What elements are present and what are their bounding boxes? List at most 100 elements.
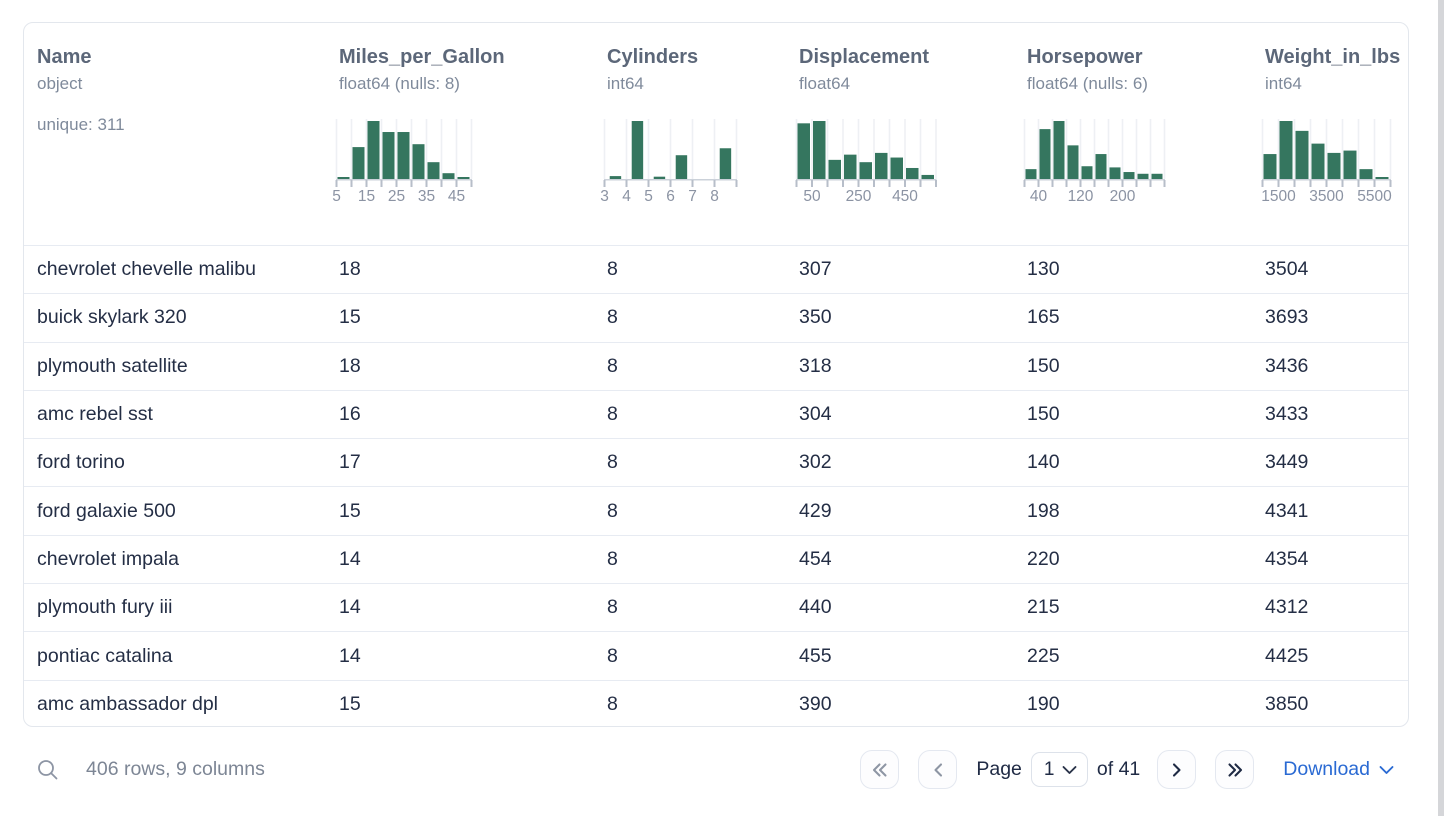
table-row: buick skylark 320 15 8 350 165 3693 bbox=[24, 293, 1408, 341]
first-page-button[interactable] bbox=[860, 750, 900, 789]
table-cell-mpg: 14 bbox=[339, 644, 361, 667]
table-cell-name: chevrolet impala bbox=[37, 547, 179, 570]
table-cell-weight: 4341 bbox=[1265, 499, 1309, 522]
prev-page-button[interactable] bbox=[918, 750, 958, 789]
table-cell-horsepower: 225 bbox=[1027, 644, 1060, 667]
page-select-value: 1 bbox=[1043, 758, 1055, 780]
histogram-axis-label: 1500 bbox=[1261, 188, 1296, 205]
histogram-axis-label: 4 bbox=[622, 188, 631, 205]
table-cell-horsepower: 140 bbox=[1027, 451, 1060, 474]
table-cell-displacement: 318 bbox=[799, 354, 832, 377]
table-cell-weight: 3433 bbox=[1265, 403, 1309, 426]
row-count-status: 406 rows, 9 columns bbox=[86, 758, 265, 780]
histogram-axis-label: 7 bbox=[688, 188, 697, 205]
chevron-left-icon bbox=[934, 762, 942, 777]
table-cell-displacement: 304 bbox=[799, 403, 832, 426]
table-cell-mpg: 16 bbox=[339, 403, 361, 426]
next-page-button[interactable] bbox=[1157, 750, 1197, 789]
column-header-horsepower: Horsepower float64 (nulls: 6) 40 120 200 bbox=[1014, 23, 1252, 245]
column-type: object bbox=[37, 74, 83, 93]
column-header-name: Name object unique: 311 bbox=[24, 23, 326, 245]
chevron-down-icon bbox=[1379, 765, 1394, 774]
column-name[interactable]: Name bbox=[37, 46, 92, 68]
column-name[interactable]: Horsepower bbox=[1027, 46, 1143, 68]
table-cell-name: chevrolet chevelle malibu bbox=[37, 258, 256, 281]
table-row: chevrolet chevelle malibu 18 8 307 130 3504 bbox=[24, 245, 1408, 293]
page-total-label: of 41 bbox=[1096, 758, 1141, 780]
table-cell-name: amc rebel sst bbox=[37, 403, 153, 426]
chevron-right-icon bbox=[1172, 762, 1181, 777]
table-cell-weight: 4425 bbox=[1265, 644, 1309, 667]
table-cell-horsepower: 215 bbox=[1027, 596, 1060, 619]
histogram-axis-label: 5 bbox=[332, 188, 341, 205]
column-histogram[interactable]: 5 15 25 35 45 bbox=[332, 119, 477, 205]
column-name[interactable]: Weight_in_lbs bbox=[1265, 46, 1401, 68]
table-cell-horsepower: 130 bbox=[1027, 258, 1060, 281]
table-cell-horsepower: 150 bbox=[1027, 403, 1060, 426]
table-cell-mpg: 17 bbox=[339, 451, 361, 474]
table-cell-cylinders: 8 bbox=[607, 306, 618, 329]
column-type: float64 (nulls: 6) bbox=[1027, 74, 1148, 93]
scrollbar[interactable] bbox=[1438, 0, 1444, 816]
histogram-axis-label: 250 bbox=[846, 188, 872, 205]
table-cell-mpg: 15 bbox=[339, 692, 361, 715]
table-cell-weight: 3504 bbox=[1265, 258, 1309, 281]
table-cell-cylinders: 8 bbox=[607, 403, 618, 426]
download-button[interactable]: Download bbox=[1283, 758, 1394, 781]
histogram-axis-label: 45 bbox=[448, 188, 465, 205]
table-cell-name: buick skylark 320 bbox=[37, 306, 187, 329]
column-header-cylinders: Cylinders int64 3 4 5 6 7 8 bbox=[594, 23, 786, 245]
histogram-axis-label: 15 bbox=[358, 188, 375, 205]
histogram-axis-label: 8 bbox=[710, 188, 719, 205]
table-cell-name: ford torino bbox=[37, 451, 125, 474]
table-cell-displacement: 429 bbox=[799, 499, 832, 522]
table-cell-mpg: 18 bbox=[339, 354, 361, 377]
column-unique-count: unique: 311 bbox=[37, 115, 125, 134]
table-cell-cylinders: 8 bbox=[607, 596, 618, 619]
column-histogram[interactable]: 1500 3500 5500 bbox=[1261, 119, 1396, 205]
table-row: plymouth satellite 18 8 318 150 3436 bbox=[24, 341, 1408, 390]
column-name[interactable]: Miles_per_Gallon bbox=[339, 46, 505, 68]
column-histogram[interactable]: 40 120 200 bbox=[1023, 119, 1170, 205]
table-cell-displacement: 307 bbox=[799, 258, 832, 281]
table-cell-cylinders: 8 bbox=[607, 354, 618, 377]
histogram-axis-label: 3500 bbox=[1309, 188, 1344, 205]
column-name[interactable]: Cylinders bbox=[607, 46, 699, 68]
histogram-axis-label: 120 bbox=[1068, 188, 1094, 205]
double-chevron-right-icon bbox=[1228, 762, 1242, 777]
table-cell-name: ford galaxie 500 bbox=[37, 499, 176, 522]
table-cell-mpg: 14 bbox=[339, 596, 361, 619]
table-row: ford galaxie 500 15 8 429 198 4341 bbox=[24, 486, 1408, 534]
table-cell-cylinders: 8 bbox=[607, 499, 618, 522]
table-cell-cylinders: 8 bbox=[607, 692, 618, 715]
table-cell-horsepower: 190 bbox=[1027, 692, 1060, 715]
table-cell-cylinders: 8 bbox=[607, 258, 618, 281]
table-row: pontiac catalina 14 8 455 225 4425 bbox=[24, 631, 1408, 679]
histogram-axis-label: 5500 bbox=[1357, 188, 1392, 205]
column-name[interactable]: Displacement bbox=[799, 46, 930, 68]
column-histogram[interactable]: 50 250 450 bbox=[795, 119, 942, 205]
table-row: chevrolet impala 14 8 454 220 4354 bbox=[24, 534, 1408, 583]
table-cell-weight: 3850 bbox=[1265, 692, 1309, 715]
table-cell-name: amc ambassador dpl bbox=[37, 692, 219, 715]
table-cell-horsepower: 198 bbox=[1027, 499, 1060, 522]
table-cell-horsepower: 220 bbox=[1027, 547, 1060, 570]
histogram-axis-label: 25 bbox=[388, 188, 405, 205]
table-row: amc rebel sst 16 8 304 150 3433 bbox=[24, 389, 1408, 438]
table-cell-weight: 4312 bbox=[1265, 596, 1309, 619]
table-cell-displacement: 454 bbox=[799, 547, 832, 570]
table-cell-cylinders: 8 bbox=[607, 547, 618, 570]
histogram-axis-label: 40 bbox=[1030, 188, 1048, 205]
table-cell-weight: 4354 bbox=[1265, 547, 1309, 570]
last-page-button[interactable] bbox=[1215, 750, 1255, 789]
histogram-axis-label: 6 bbox=[666, 188, 675, 205]
table-row: plymouth fury iii 14 8 440 215 4312 bbox=[24, 583, 1408, 631]
search-icon[interactable] bbox=[36, 758, 60, 782]
table-cell-mpg: 15 bbox=[339, 499, 361, 522]
page-select[interactable]: 1 bbox=[1030, 752, 1088, 787]
histogram-axis-label: 3 bbox=[600, 188, 609, 205]
page-label: Page bbox=[976, 758, 1022, 780]
histogram-axis-label: 5 bbox=[644, 188, 653, 205]
